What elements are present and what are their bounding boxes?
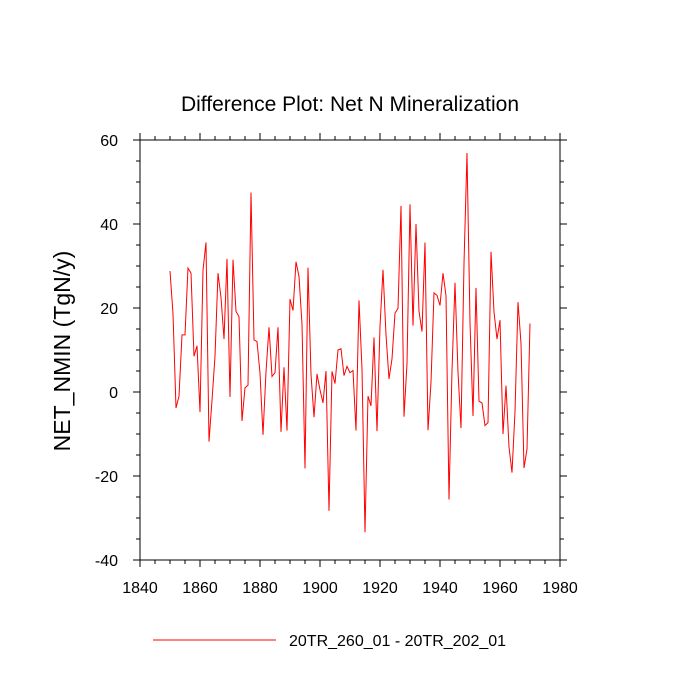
y-tick-label: 0 (109, 385, 118, 402)
y-tick-label: 40 (100, 217, 118, 234)
series-line (169, 153, 531, 533)
legend-label: 20TR_260_01 - 20TR_202_01 (289, 633, 506, 650)
x-tick-label: 1900 (302, 580, 338, 597)
chart-title: Difference Plot: Net N Mineralization (181, 93, 519, 116)
x-tick-label: 1940 (422, 580, 458, 597)
x-tick-label: 1880 (242, 580, 278, 597)
x-tick-label: 1920 (362, 580, 398, 597)
y-tick-label: -20 (95, 469, 118, 486)
plot-frame (139, 139, 561, 561)
x-tick-label: 1960 (482, 580, 518, 597)
x-tick-labels: 1840 1860 1880 1900 1920 1940 1960 1980 (122, 580, 578, 597)
x-tick-label: 1840 (122, 580, 158, 597)
y-axis-label: NET_NMIN (TgN/y) (49, 251, 75, 452)
x-tick-label: 1980 (542, 580, 578, 597)
major-ticks (133, 133, 567, 567)
minor-ticks (136, 136, 564, 564)
y-tick-label: -40 (95, 553, 118, 570)
x-tick-label: 1860 (182, 580, 218, 597)
y-tick-label: 60 (100, 133, 118, 150)
y-tick-labels: 60 40 20 0 -20 -40 (95, 133, 118, 570)
y-tick-label: 20 (100, 301, 118, 318)
